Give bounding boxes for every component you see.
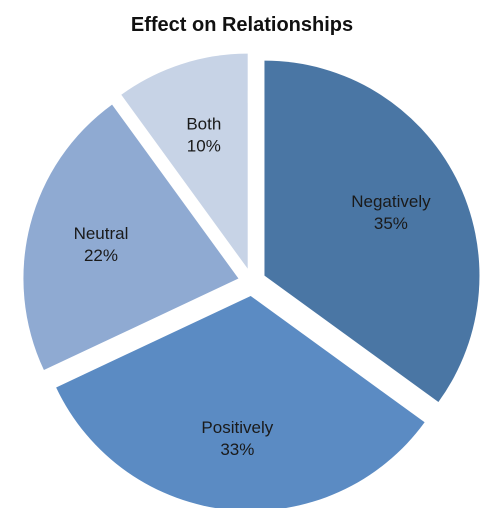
slice-label-negatively: Negatively xyxy=(351,192,431,211)
slice-value-both: 10% xyxy=(187,137,221,156)
pie-slice-negatively xyxy=(264,60,480,403)
pie-slice-neutral xyxy=(23,104,239,371)
slice-label-positively: Positively xyxy=(201,418,273,437)
slice-label-both: Both xyxy=(186,115,221,134)
pie-slice-positively xyxy=(56,295,425,511)
slice-value-neutral: 22% xyxy=(84,246,118,265)
slice-value-negatively: 35% xyxy=(374,214,408,233)
slice-label-neutral: Neutral xyxy=(74,224,129,243)
chart-title: Effect on Relationships xyxy=(130,14,354,36)
slice-value-positively: 33% xyxy=(220,440,254,459)
pie-slice-both xyxy=(121,53,248,269)
